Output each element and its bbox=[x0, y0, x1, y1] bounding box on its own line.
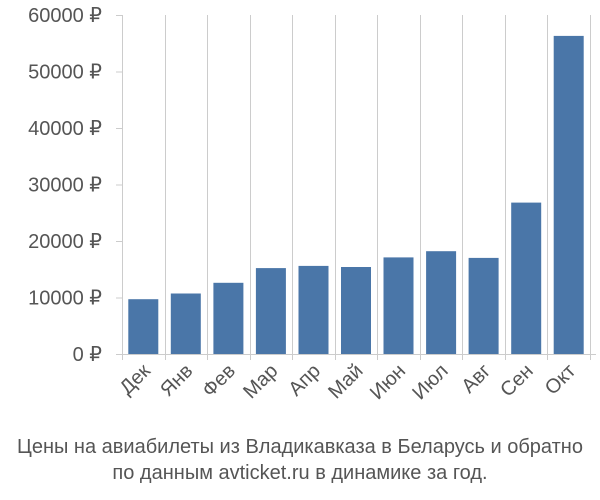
y-tick-label: 10000 ₽ bbox=[28, 288, 102, 310]
y-tick-label: 0 ₽ bbox=[73, 344, 103, 366]
x-category-label: Дек bbox=[116, 360, 155, 399]
y-tick-label: 60000 ₽ bbox=[28, 5, 102, 27]
x-category-label: Май bbox=[324, 360, 367, 403]
bar-10 bbox=[553, 35, 584, 355]
x-category-label: Мар bbox=[239, 360, 282, 403]
bar-1 bbox=[170, 293, 201, 354]
chart-caption-line-1: Цены на авиабилеты из Владикавказа в Бел… bbox=[17, 436, 583, 458]
bar-3 bbox=[255, 268, 286, 354]
y-tick-label: 30000 ₽ bbox=[28, 175, 102, 197]
y-tick-label: 50000 ₽ bbox=[28, 62, 102, 84]
x-category-label: Сен bbox=[496, 360, 537, 401]
bar-7 bbox=[426, 251, 457, 354]
bar-5 bbox=[341, 267, 371, 354]
bars bbox=[128, 35, 584, 355]
chart-caption-line-2: по данным avticket.ru в динамике за год. bbox=[112, 462, 488, 484]
y-tick-label: 40000 ₽ bbox=[28, 118, 102, 140]
bar-2 bbox=[213, 282, 244, 354]
x-category-label: Июл bbox=[408, 360, 452, 404]
bar-0 bbox=[128, 299, 159, 354]
bar-4 bbox=[298, 265, 329, 354]
x-category-label: Фев bbox=[198, 360, 240, 402]
x-category-label: Окт bbox=[541, 360, 580, 399]
bar-8 bbox=[468, 257, 499, 354]
x-category-label: Янв bbox=[156, 360, 197, 401]
x-category-label: Апр bbox=[284, 360, 325, 401]
bar-9 bbox=[511, 202, 542, 354]
y-tick-label: 20000 ₽ bbox=[28, 231, 102, 253]
x-category-label: Июн bbox=[366, 360, 410, 404]
grid bbox=[116, 15, 596, 360]
y-axis-ticks: 0 ₽ 10000 ₽ 20000 ₽ 30000 ₽ 40000 ₽ 50000 ₽ 60… bbox=[28, 5, 122, 366]
bar-6 bbox=[383, 257, 414, 354]
x-category-label: Авг bbox=[458, 360, 496, 398]
